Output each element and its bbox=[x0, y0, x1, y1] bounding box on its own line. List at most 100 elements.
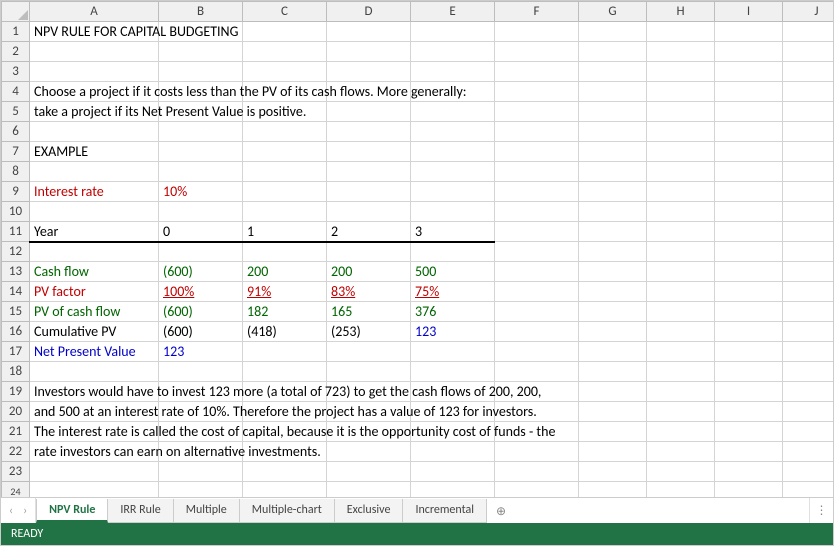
cell[interactable] bbox=[327, 42, 411, 62]
row-header[interactable]: 15 bbox=[2, 302, 30, 322]
cell[interactable] bbox=[647, 302, 715, 322]
cell[interactable] bbox=[783, 262, 834, 282]
cell[interactable] bbox=[411, 182, 495, 202]
cell[interactable] bbox=[243, 462, 327, 482]
row-header[interactable]: 21 bbox=[2, 422, 30, 442]
cell[interactable] bbox=[647, 322, 715, 342]
cell[interactable] bbox=[579, 302, 647, 322]
cell[interactable] bbox=[243, 82, 327, 102]
cell[interactable] bbox=[579, 282, 647, 302]
cell[interactable] bbox=[243, 122, 327, 142]
cell[interactable] bbox=[495, 442, 579, 462]
row-header[interactable]: 3 bbox=[2, 62, 30, 82]
cell[interactable] bbox=[715, 242, 783, 262]
cell[interactable] bbox=[495, 122, 579, 142]
cell-B17[interactable]: 123 bbox=[159, 342, 243, 362]
cell[interactable] bbox=[495, 242, 579, 262]
row-header[interactable]: 18 bbox=[2, 362, 30, 382]
cell[interactable] bbox=[715, 202, 783, 222]
col-header-H[interactable]: H bbox=[647, 2, 715, 22]
cell[interactable] bbox=[495, 342, 579, 362]
cell[interactable] bbox=[243, 362, 327, 382]
cell[interactable] bbox=[411, 462, 495, 482]
cell[interactable] bbox=[495, 102, 579, 122]
row-header[interactable]: 14 bbox=[2, 282, 30, 302]
cell-B14[interactable]: 100% bbox=[159, 282, 243, 302]
row-header[interactable]: 24 bbox=[2, 482, 30, 498]
cell-A14[interactable]: PV factor bbox=[30, 282, 159, 302]
row-header[interactable]: 9 bbox=[2, 182, 30, 202]
cell[interactable] bbox=[579, 102, 647, 122]
cell[interactable] bbox=[327, 342, 411, 362]
cell[interactable] bbox=[159, 42, 243, 62]
cell[interactable] bbox=[647, 22, 715, 42]
cell[interactable] bbox=[243, 342, 327, 362]
cell-E13[interactable]: 500 bbox=[411, 262, 495, 282]
cell[interactable] bbox=[411, 202, 495, 222]
cell[interactable] bbox=[495, 402, 579, 422]
cell[interactable] bbox=[715, 182, 783, 202]
row-header[interactable]: 12 bbox=[2, 242, 30, 262]
cell[interactable] bbox=[715, 142, 783, 162]
cell[interactable] bbox=[579, 262, 647, 282]
cell[interactable] bbox=[647, 342, 715, 362]
sheet-tab-multiple-chart[interactable]: Multiple-chart bbox=[239, 499, 335, 523]
cell[interactable] bbox=[579, 182, 647, 202]
cell-D11[interactable]: 2 bbox=[327, 222, 411, 242]
cell[interactable] bbox=[327, 422, 411, 442]
cell[interactable] bbox=[783, 202, 834, 222]
cell[interactable] bbox=[579, 82, 647, 102]
cell[interactable] bbox=[411, 342, 495, 362]
cell[interactable] bbox=[783, 42, 834, 62]
cell[interactable] bbox=[243, 442, 327, 462]
cell[interactable] bbox=[495, 82, 579, 102]
sheet-tab-incremental[interactable]: Incremental bbox=[402, 499, 487, 523]
cell[interactable] bbox=[715, 462, 783, 482]
cell-D14[interactable]: 83% bbox=[327, 282, 411, 302]
cell[interactable] bbox=[647, 442, 715, 462]
cell[interactable] bbox=[579, 122, 647, 142]
cell[interactable] bbox=[647, 282, 715, 302]
cell-A16[interactable]: Cumulative PV bbox=[30, 322, 159, 342]
cell[interactable] bbox=[647, 142, 715, 162]
cell[interactable] bbox=[495, 22, 579, 42]
cell-A15[interactable]: PV of cash flow bbox=[30, 302, 159, 322]
cell[interactable] bbox=[783, 242, 834, 262]
cell-A19[interactable]: Investors would have to invest 123 more … bbox=[30, 382, 159, 402]
cell[interactable] bbox=[647, 262, 715, 282]
col-header-E[interactable]: E bbox=[411, 2, 495, 22]
col-header-A[interactable]: A bbox=[30, 2, 159, 22]
cell[interactable] bbox=[715, 262, 783, 282]
cell[interactable] bbox=[783, 282, 834, 302]
cell[interactable] bbox=[783, 102, 834, 122]
cell[interactable] bbox=[579, 382, 647, 402]
cell[interactable] bbox=[411, 162, 495, 182]
cell[interactable] bbox=[327, 22, 411, 42]
cell-C15[interactable]: 182 bbox=[243, 302, 327, 322]
cell[interactable] bbox=[495, 222, 579, 242]
col-header-D[interactable]: D bbox=[327, 2, 411, 22]
col-header-I[interactable]: I bbox=[715, 2, 783, 22]
cell-E15[interactable]: 376 bbox=[411, 302, 495, 322]
row-header[interactable]: 23 bbox=[2, 462, 30, 482]
cell-B9[interactable]: 10% bbox=[159, 182, 243, 202]
cell-A7[interactable]: EXAMPLE bbox=[30, 142, 159, 162]
row-header[interactable]: 8 bbox=[2, 162, 30, 182]
cell[interactable] bbox=[327, 442, 411, 462]
cell[interactable] bbox=[783, 82, 834, 102]
cell[interactable] bbox=[715, 362, 783, 382]
row-header[interactable]: 20 bbox=[2, 402, 30, 422]
cell[interactable] bbox=[243, 22, 327, 42]
cell[interactable] bbox=[243, 382, 327, 402]
cell-C16[interactable]: (418) bbox=[243, 322, 327, 342]
add-sheet-button[interactable]: ⊕ bbox=[486, 500, 516, 523]
cell[interactable] bbox=[411, 142, 495, 162]
cell[interactable] bbox=[30, 202, 159, 222]
cell[interactable] bbox=[715, 62, 783, 82]
cell-B13[interactable]: (600) bbox=[159, 262, 243, 282]
cell[interactable] bbox=[327, 142, 411, 162]
tab-nav-next-icon[interactable]: › bbox=[23, 504, 27, 518]
cell-E11[interactable]: 3 bbox=[411, 222, 495, 242]
cell-A11[interactable]: Year bbox=[30, 222, 159, 242]
cell[interactable] bbox=[30, 162, 159, 182]
